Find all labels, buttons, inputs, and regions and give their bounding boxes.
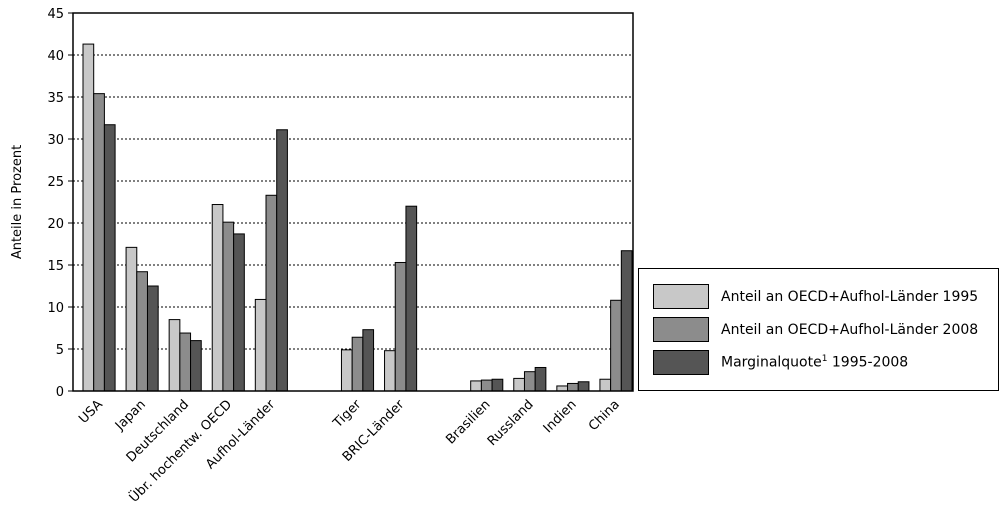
bar-deutschland-s0 [168,319,181,392]
bar-brasilien-s2 [491,378,504,392]
bar-usa-s2 [103,124,116,392]
bar-deutschland-s2 [190,340,202,392]
bar-tiger-s2 [362,329,375,392]
y-axis-ticks: 0 5 10 15 20 25 30 35 40 45 [47,7,73,400]
bars [82,43,633,392]
bar-aufhol-länder-s1 [265,194,278,392]
bar-tiger-s1 [351,336,364,392]
y-tick-label: 20 [47,217,64,232]
bar-usa-s1 [93,93,105,392]
bar-brasilien-s1 [480,379,493,392]
bar-usa-s0 [82,43,95,392]
y-tick-label: 5 [56,343,64,358]
legend-swatch-1995 [653,284,709,309]
bar-bric-länder-s0 [384,350,396,392]
bar-aufhol-länder-s0 [254,298,267,392]
bar-brasilien-s0 [470,380,482,392]
x-tick-label: Indien [541,397,580,436]
y-axis-label: Anteile in Prozent [10,145,25,259]
bar-russland-s2 [534,366,547,392]
bar-russland-s1 [523,371,536,392]
legend-label-1995: Anteil an OECD+Aufhol-Länder 1995 [721,288,979,305]
bar-japan-s0 [125,246,138,392]
bar-aufhol-länder-s2 [276,129,288,392]
x-tick-label: Russland [485,397,537,449]
y-tick-label: 25 [47,175,64,190]
y-tick-label: 35 [47,91,64,106]
bar-übr-hochentw-oecd-s1 [222,221,235,392]
y-tick-label: 15 [47,259,64,274]
bar-deutschland-s1 [179,332,192,392]
y-tick-label: 30 [47,133,64,148]
y-tick-label: 45 [47,7,64,22]
legend-label-2008: Anteil an OECD+Aufhol-Länder 2008 [721,321,979,338]
bar-bric-länder-s1 [394,261,407,392]
bar-bric-länder-s2 [405,205,418,392]
legend-swatch-2008 [653,317,709,342]
bar-china-s2 [620,250,633,392]
bar-indien-s0 [556,385,569,392]
bar-übr-hochentw-oecd-s2 [233,233,245,392]
bar-japan-s1 [136,271,148,392]
legend: Anteil an OECD+Aufhol-Länder 1995 Anteil… [638,268,999,391]
bar-japan-s2 [146,285,159,392]
bar-china-s1 [610,299,622,392]
y-tick-label: 40 [47,49,64,64]
bar-übr-hochentw-oecd-s0 [211,204,224,392]
x-tick-label: Tiger [330,397,365,432]
x-tick-label: Japan [112,397,149,434]
bar-russland-s0 [513,377,525,392]
bar-indien-s1 [567,382,579,392]
bar-indien-s2 [577,381,590,392]
x-tick-label: China [586,397,623,434]
legend-swatch-marginal [653,350,709,375]
legend-item-1995: Anteil an OECD+Aufhol-Länder 1995 [653,283,978,310]
y-tick-label: 10 [47,301,64,316]
legend-item-2008: Anteil an OECD+Aufhol-Länder 2008 [653,316,978,343]
legend-label-marginal: Marginalquote1 1995-2008 [721,354,909,371]
bar-tiger-s0 [340,349,353,392]
y-tick-label: 0 [56,385,64,400]
x-tick-label: USA [76,397,106,427]
legend-item-marginal: Marginalquote1 1995-2008 [653,349,908,376]
plot-frame [72,12,634,392]
bar-china-s0 [599,378,612,392]
gridlines [73,54,633,350]
